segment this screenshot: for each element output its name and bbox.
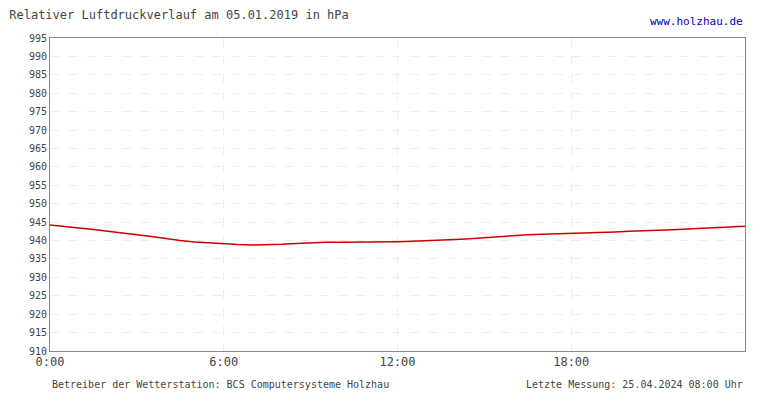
svg-text:Relativer Luftdruckverlauf am: Relativer Luftdruckverlauf am 05.01.2019… xyxy=(9,8,349,22)
svg-text:910: 910 xyxy=(29,346,47,357)
svg-text:935: 935 xyxy=(29,253,47,264)
svg-text:915: 915 xyxy=(29,327,47,338)
svg-text:12:00: 12:00 xyxy=(379,355,415,369)
svg-text:960: 960 xyxy=(29,161,47,172)
svg-text:925: 925 xyxy=(29,290,47,301)
svg-text:950: 950 xyxy=(29,198,47,209)
svg-text:965: 965 xyxy=(29,143,47,154)
svg-text:18:00: 18:00 xyxy=(553,355,589,369)
svg-text:6:00: 6:00 xyxy=(209,355,238,369)
svg-text:930: 930 xyxy=(29,272,47,283)
svg-text:985: 985 xyxy=(29,69,47,80)
svg-text:Betreiber der Wetterstation: B: Betreiber der Wetterstation: BCS Compute… xyxy=(52,379,389,390)
svg-text:980: 980 xyxy=(29,88,47,99)
svg-text:955: 955 xyxy=(29,180,47,191)
svg-text:995: 995 xyxy=(29,33,47,44)
svg-text:945: 945 xyxy=(29,217,47,228)
svg-text:www.holzhau.de: www.holzhau.de xyxy=(650,15,743,28)
svg-text:990: 990 xyxy=(29,51,47,62)
svg-text:0:00: 0:00 xyxy=(36,355,65,369)
svg-text:Letzte Messung: 25.04.2024 08:: Letzte Messung: 25.04.2024 08:00 Uhr xyxy=(526,379,743,390)
svg-text:940: 940 xyxy=(29,235,47,246)
svg-text:975: 975 xyxy=(29,106,47,117)
svg-text:920: 920 xyxy=(29,309,47,320)
svg-text:970: 970 xyxy=(29,125,47,136)
